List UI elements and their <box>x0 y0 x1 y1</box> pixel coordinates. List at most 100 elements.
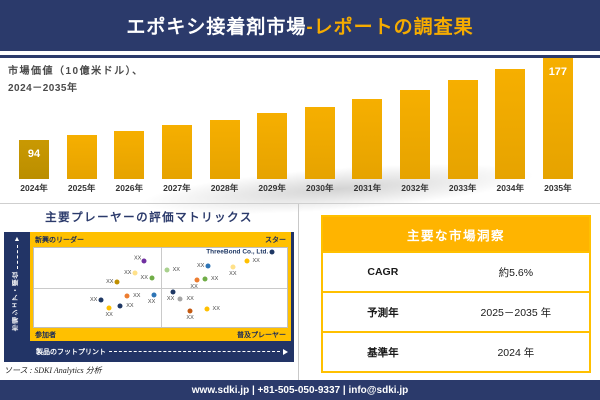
point-label: XX <box>252 257 260 264</box>
quadrant-divider-horizontal <box>34 287 287 289</box>
matrix-plot: XX XX XX XX XX XX XX XX ThreeBond Co., Ltd. XX XX X… <box>33 247 288 328</box>
y-axis-label: 市場シェア・順位 <box>13 271 20 331</box>
x-axis-label: 製品のフットプリント <box>36 348 106 356</box>
quadrant-top-labels: 新興のリーダー スター <box>33 232 288 247</box>
bar-chart-axis-label: 市場価値（10億米ドル）、 2024－2035年 <box>8 62 144 94</box>
bar-2035年: 177 <box>538 58 578 179</box>
bar-category-label: 2030年 <box>306 183 334 193</box>
chart-label-line1: 市場価値（10億米ドル）、 <box>8 66 144 77</box>
header-rule <box>0 55 600 58</box>
scatter-dot <box>132 270 138 276</box>
quadrant-label-bottom-right: 普及プレーヤー <box>237 331 286 339</box>
bar-2027年 <box>157 125 197 179</box>
bar-chart-years: 2024年 2025年 2026年 2027年 2028年 2029年 2030年 2031年… <box>14 182 578 194</box>
table-row: CAGR 約5.6% <box>323 251 589 291</box>
scatter-dot <box>230 264 236 270</box>
point-label: XX <box>133 254 142 261</box>
scatter-dot <box>177 296 183 302</box>
bar-category-label: 2025年 <box>67 183 96 193</box>
bar-2032年 <box>395 90 435 179</box>
vertical-divider <box>298 204 299 380</box>
scatter-dot <box>164 267 170 273</box>
scatter-dot <box>170 289 176 295</box>
table-row: 基準年 2024 年 <box>323 331 589 371</box>
point-label: XX <box>124 270 132 277</box>
scatter-dot <box>117 303 123 309</box>
bar-category-label: 2028年 <box>210 183 239 193</box>
row-label-forecast: 予測年 <box>367 306 399 319</box>
bar-2034年 <box>490 69 530 179</box>
horizontal-divider <box>0 203 600 204</box>
point-label: XX <box>172 267 180 274</box>
quadrant-label-bottom-left: 参加者 <box>35 331 56 339</box>
point-label: XX <box>147 298 156 305</box>
bar-2026年 <box>109 131 149 179</box>
bar-category-label: 2024年 <box>20 183 48 193</box>
matrix-box: ▲ 市場シェア・順位 新興のリーダー スター XX XX XX XX XX XX XX XX T… <box>4 232 294 362</box>
scatter-dot <box>202 276 208 282</box>
point-label: XX <box>196 262 205 269</box>
page-title-accent: -レポートの調査果 <box>306 17 474 38</box>
scatter-dot <box>141 258 147 264</box>
point-label: XX <box>126 303 134 310</box>
x-axis-dashed-line <box>109 351 280 352</box>
quadrant-label-top-right: スター <box>265 236 286 244</box>
matrix-title: 主要プレーヤーの評価マトリックス <box>45 212 253 224</box>
scatter-dot <box>204 306 210 312</box>
scatter-dot <box>187 308 193 314</box>
matrix-gold-frame: 新興のリーダー スター XX XX XX XX XX XX XX XX ThreeBond Co… <box>30 232 291 341</box>
scatter-dot <box>149 275 155 281</box>
bar-2025年 <box>62 135 102 179</box>
scatter-dot <box>98 297 104 303</box>
point-label: XX <box>212 306 220 313</box>
bar-category-label: 2029年 <box>258 183 286 193</box>
chart-label-line2: 2024－2035年 <box>8 83 78 94</box>
bar-chart-bars: 94 177 <box>14 58 578 179</box>
bar-category-label: 2031年 <box>353 183 382 193</box>
insights-table: 主要な市場洞察 CAGR 約5.6% 予測年 2025－2035 年 基準年 2… <box>321 215 591 373</box>
point-label: XX <box>105 311 113 318</box>
company-label: ThreeBond Co., Ltd. <box>206 248 269 256</box>
row-value-forecast: 2025－2035 年 <box>480 306 552 319</box>
point-label: XX <box>190 284 198 291</box>
header-bar: エポキシ接着剤市場 -レポートの調査果 <box>0 0 600 51</box>
source-note: ソース : SDKI Analytics 分析 <box>4 366 102 375</box>
up-arrow-icon: ▲ <box>13 236 21 243</box>
bar-2031年 <box>347 99 387 179</box>
footer-contact-text: www.sdki.jp | +81-505-050-9337 | info@sd… <box>191 384 409 396</box>
point-label: XX <box>229 271 237 278</box>
point-label: XX <box>133 292 141 299</box>
point-label: XX <box>186 295 194 302</box>
scatter-dot <box>205 263 211 269</box>
y-axis-dashed-line <box>16 245 18 269</box>
bar-2024年: 94 <box>14 140 54 179</box>
bar-2033年 <box>443 80 483 179</box>
bar-chart-section: 市場価値（10億米ドル）、 2024－2035年 94 177 2024年 2025… <box>0 58 600 238</box>
point-label: XX <box>211 276 219 283</box>
point-label: XX <box>186 315 194 322</box>
row-value-cagr: 約5.6% <box>498 266 534 279</box>
point-label: XX <box>89 297 98 304</box>
bar-category-label: 2027年 <box>163 183 191 193</box>
matrix-y-axis: ▲ 市場シェア・順位 <box>4 232 30 341</box>
scatter-dot <box>114 279 120 285</box>
insights-table-header: 主要な市場洞察 <box>323 217 589 251</box>
page-title: エポキシ接着剤市場 <box>126 17 307 38</box>
bar-2028年 <box>205 120 245 179</box>
bar-value-label: 177 <box>548 66 568 78</box>
row-label-base-year: 基準年 <box>367 346 399 359</box>
quadrant-label-top-left: 新興のリーダー <box>35 236 84 244</box>
bar-2030年 <box>300 107 340 179</box>
bar-category-label: 2033年 <box>448 183 477 193</box>
bar-value-label: 94 <box>27 148 41 160</box>
point-label: XX <box>166 295 175 302</box>
scatter-dot <box>194 277 200 283</box>
scatter-dot <box>106 305 112 311</box>
insights-panel: 主要な市場洞察 CAGR 約5.6% 予測年 2025－2035 年 基準年 2… <box>299 204 600 380</box>
quadrant-bottom-labels: 参加者 普及プレーヤー <box>33 328 288 341</box>
scatter-dot <box>269 249 275 255</box>
matrix-panel: 主要プレーヤーの評価マトリックス ▲ 市場シェア・順位 新興のリーダー スター … <box>0 204 298 380</box>
bar-category-label: 2026年 <box>115 183 143 193</box>
bar-category-label: 2034年 <box>496 183 524 193</box>
row-label-cagr: CAGR <box>367 266 399 278</box>
